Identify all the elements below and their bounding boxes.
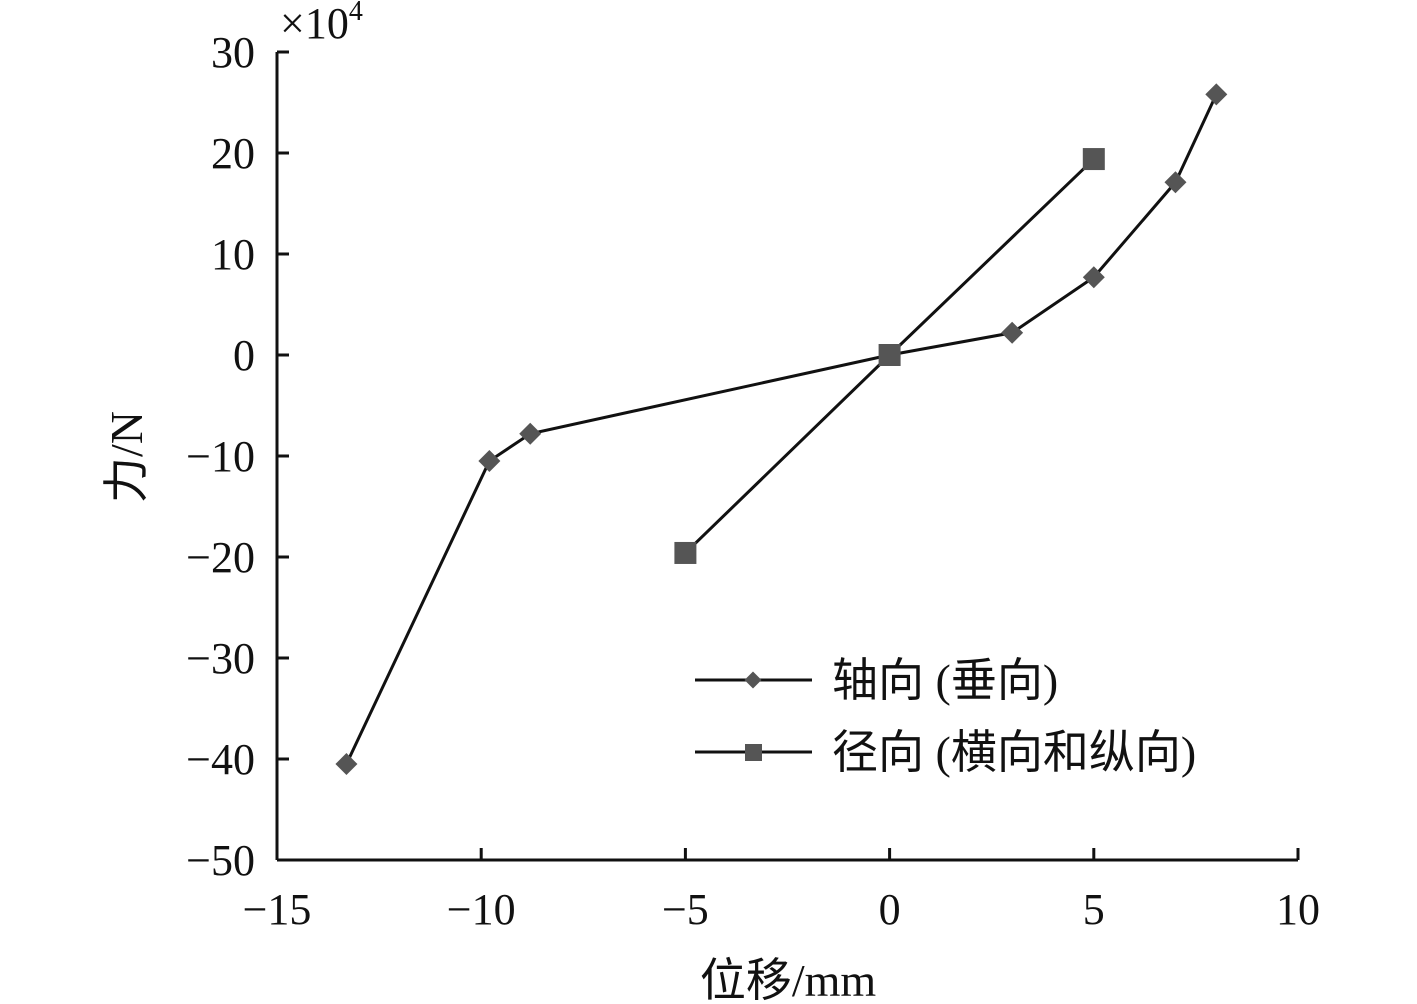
x-tick-label: −15 <box>243 885 312 934</box>
y-ticks: −50 −40 −30 −20 −10 0 10 20 30 <box>186 28 289 885</box>
data-point-radial <box>878 344 901 366</box>
y-axis-label: 力/N <box>101 411 152 503</box>
y-tick-label: 0 <box>233 331 255 380</box>
y-tick-label: −40 <box>186 735 255 784</box>
x-ticks: −15 −10 −5 0 5 10 <box>243 848 1320 934</box>
x-axis-label: 位移/mm <box>700 955 877 1004</box>
legend-marker-axial <box>744 671 762 689</box>
y-tick-label: −20 <box>186 533 255 582</box>
series-line-axial <box>345 93 1218 765</box>
data-point-radial <box>674 541 697 564</box>
y-axis-multiplier: ×104 <box>280 0 363 48</box>
y-tick-label: 10 <box>211 230 255 279</box>
data-point-axial <box>519 422 542 445</box>
data-point-axial <box>1164 171 1187 194</box>
data-point-radial <box>1082 148 1105 171</box>
data-point-axial <box>335 753 358 776</box>
x-tick-label: −10 <box>447 885 516 934</box>
data-point-axial <box>1001 321 1024 344</box>
y-tick-label: 20 <box>211 129 255 178</box>
legend-marker-radial <box>745 744 762 761</box>
y-tick-label: −50 <box>186 836 255 885</box>
x-tick-label: −5 <box>662 885 709 934</box>
x-tick-label: 5 <box>1083 885 1105 934</box>
data-point-axial <box>1082 266 1105 289</box>
legend: 轴向 (垂向) 径向 (横向和纵向) <box>695 655 1196 778</box>
data-point-axial <box>1205 83 1228 106</box>
y-tick-label: −10 <box>186 432 255 481</box>
series-layer <box>335 83 1228 776</box>
legend-label-axial: 轴向 (垂向) <box>832 655 1058 706</box>
y-tick-label: 30 <box>211 28 255 77</box>
data-point-axial <box>478 450 501 473</box>
x-tick-label: 0 <box>879 885 901 934</box>
y-tick-label: −30 <box>186 634 255 683</box>
legend-label-radial: 径向 (横向和纵向) <box>832 727 1196 778</box>
x-tick-label: 10 <box>1276 885 1320 934</box>
